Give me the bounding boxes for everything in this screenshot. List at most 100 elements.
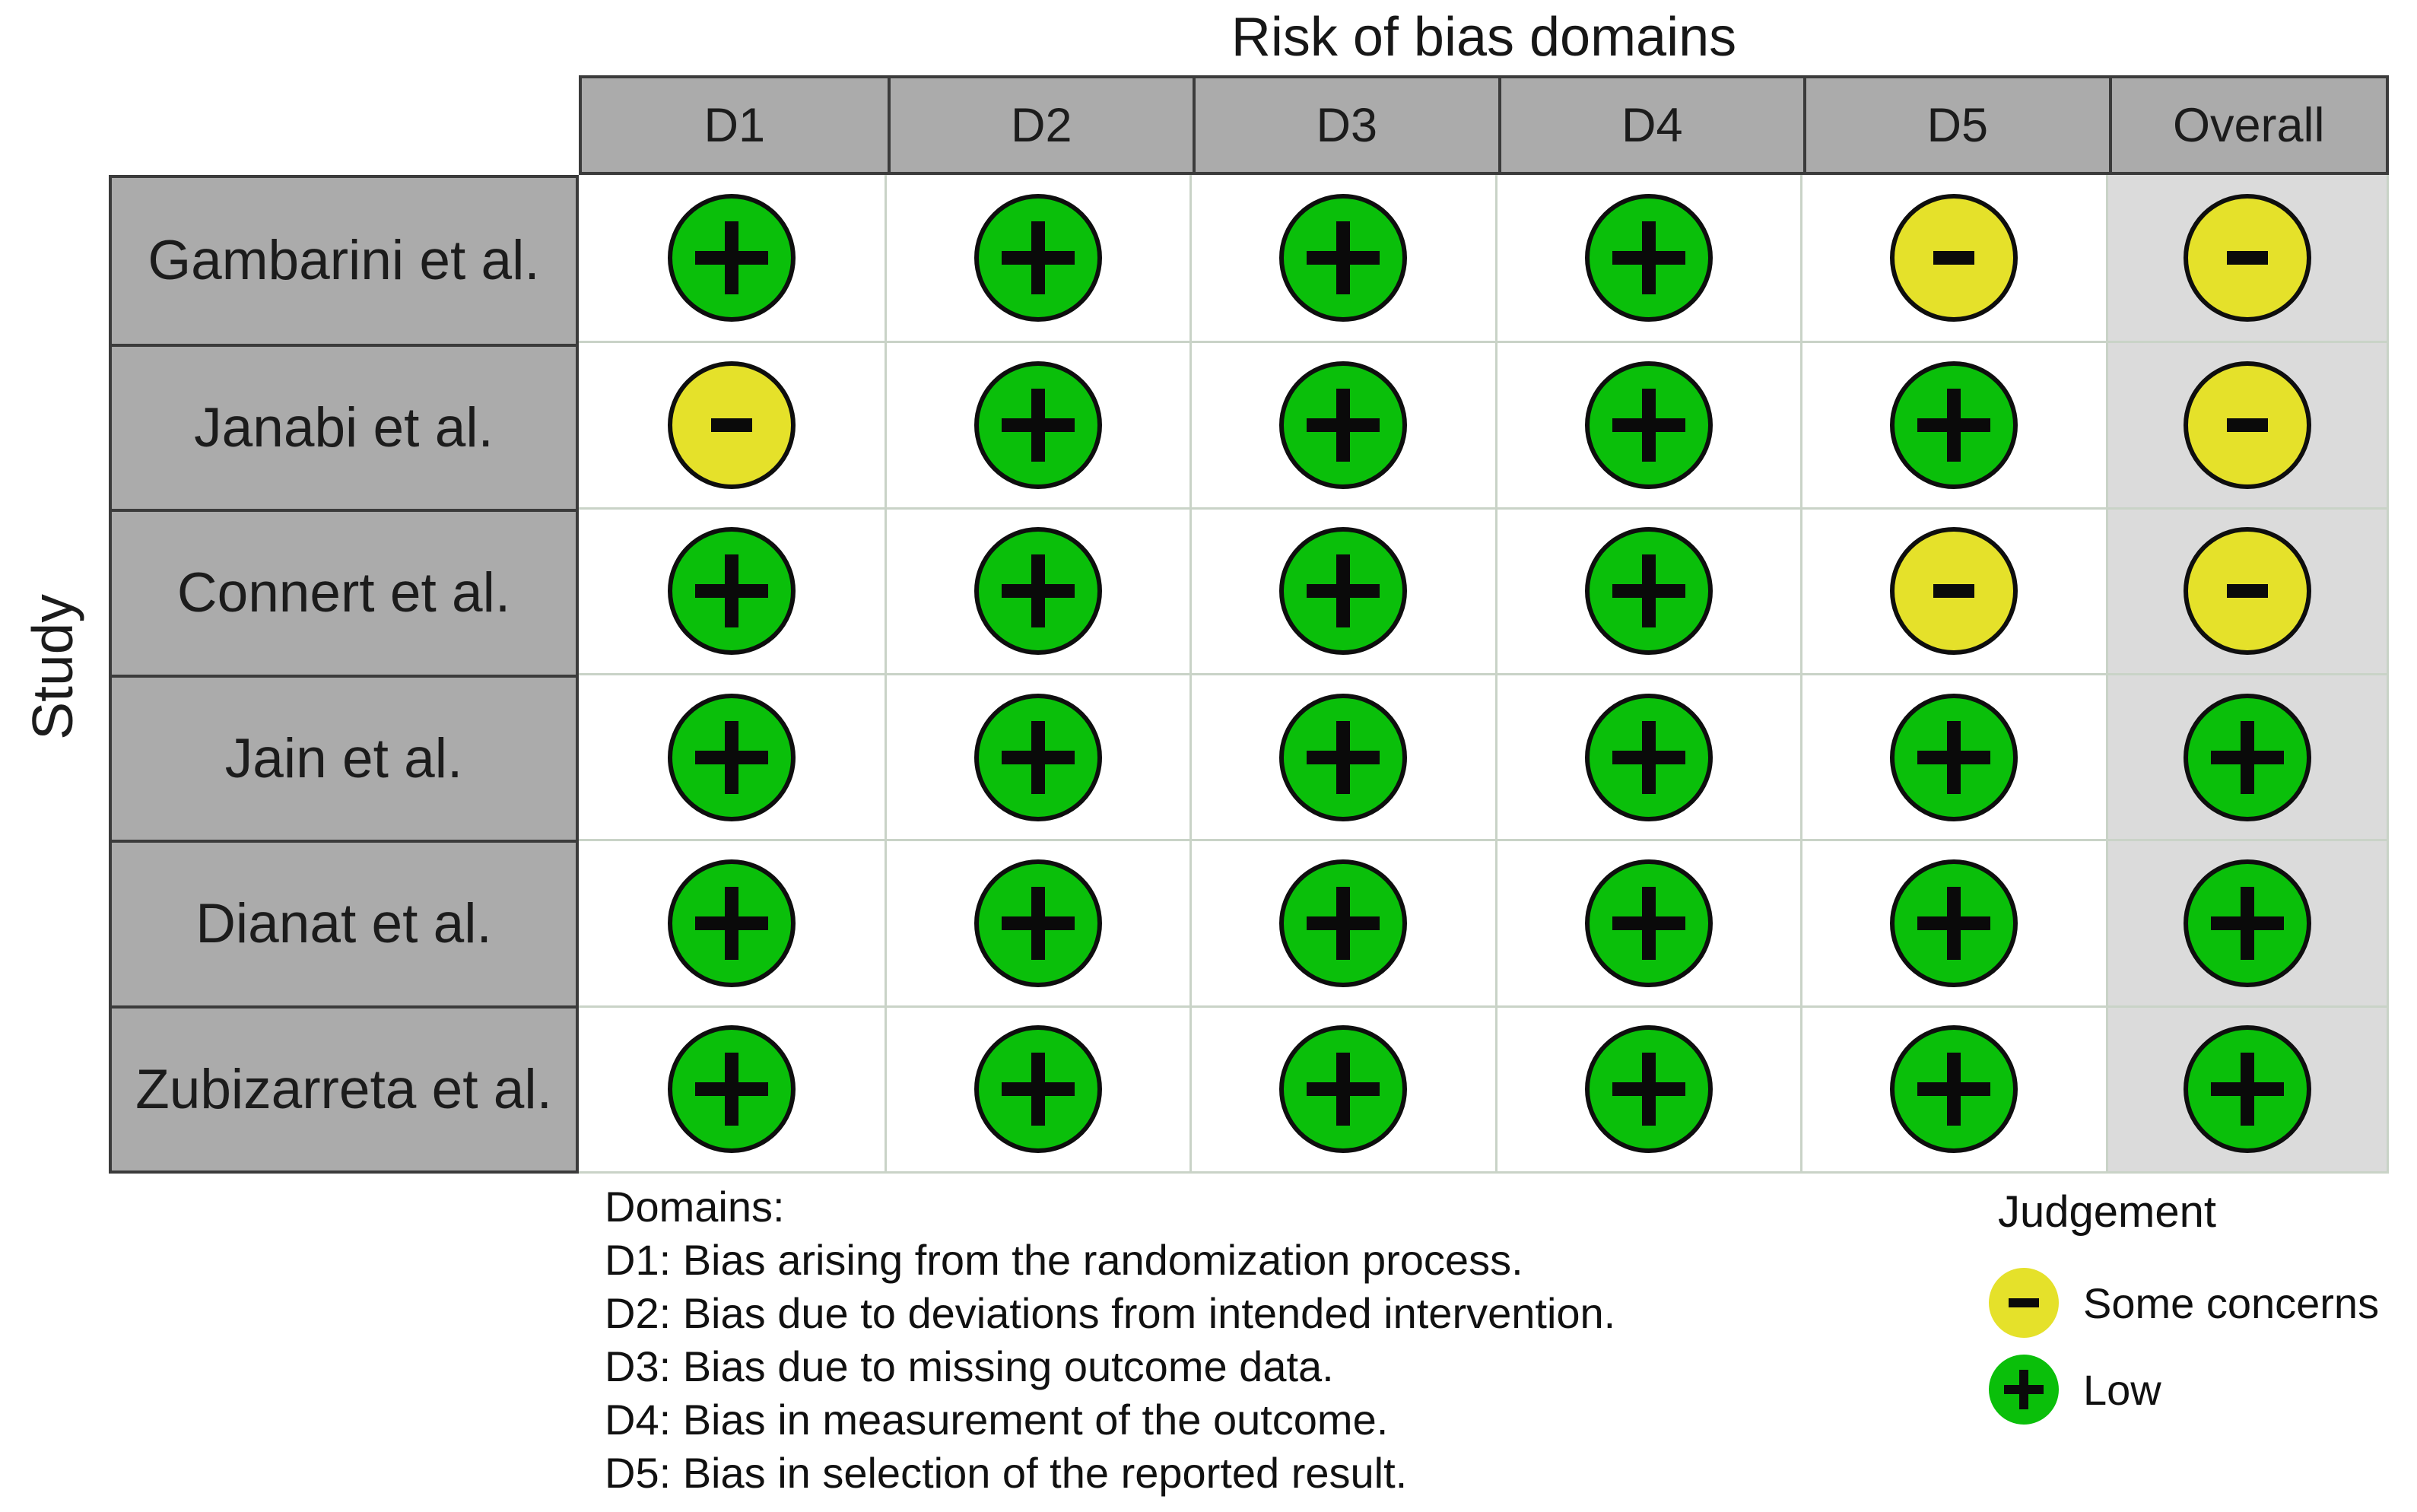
cell-janabi-d3 [1189, 341, 1495, 507]
cell-connert-overall [2105, 507, 2387, 673]
judgement-circle-some [1890, 527, 2018, 656]
domain-definition: D5: Bias in selection of the reported re… [605, 1449, 1408, 1497]
judgement-circle-low [2183, 859, 2311, 987]
domain-definition: D4: Bias in measurement of the outcome. [605, 1396, 1389, 1444]
cell-zubizarreta-overall [2105, 1005, 2387, 1171]
cell-dianat-d3 [1189, 839, 1495, 1005]
judgement-circle-low [973, 527, 1102, 656]
judgement-circle-low [1584, 194, 1713, 322]
domain-definition: D2: Bias due to deviations from intended… [605, 1289, 1616, 1337]
cell-jain-d1 [579, 672, 885, 840]
judgement-circle-low [667, 693, 796, 821]
judgement-legend-heading: Judgement [1998, 1187, 2216, 1237]
cell-gambarini-overall [2105, 175, 2387, 341]
judgement-circle-some [2183, 361, 2311, 489]
judgement-circle-low [1279, 527, 1408, 656]
column-header-d4: D4 [1498, 78, 1804, 172]
judgement-circle-some [1890, 194, 2018, 322]
cell-gambarini-d4 [1494, 175, 1800, 341]
domains-note: Domains: D1: Bias arising from the rando… [605, 1180, 1615, 1500]
judgement-circle-low [1279, 1025, 1408, 1154]
judgement-circle-low [1279, 194, 1408, 322]
cell-zubizarreta-d2 [884, 1005, 1189, 1171]
cell-zubizarreta-d4 [1494, 1005, 1800, 1171]
cell-jain-d3 [1189, 672, 1495, 840]
domains-note-items: D1: Bias arising from the randomization … [605, 1234, 1615, 1500]
cell-dianat-d4 [1494, 839, 1800, 1005]
domains-note-heading: Domains: [605, 1183, 785, 1231]
judgement-circle-low [1584, 693, 1713, 821]
judgement-circle-some [667, 361, 796, 489]
cell-gambarini-d5 [1800, 175, 2106, 341]
cell-janabi-d2 [884, 341, 1189, 507]
cell-gambarini-d2 [884, 175, 1189, 341]
cell-zubizarreta-d1 [579, 1005, 885, 1171]
judgement-items: Some concerns Low [1989, 1268, 2379, 1425]
cell-jain-overall [2105, 672, 2387, 840]
cell-dianat-d5 [1800, 839, 2106, 1005]
judgement-circle-low [1890, 361, 2018, 489]
judgement-circle-low [973, 361, 1102, 489]
cell-dianat-overall [2105, 839, 2387, 1005]
cell-dianat-d1 [579, 839, 885, 1005]
cell-janabi-d1 [579, 341, 885, 507]
judgement-label: Low [2083, 1365, 2161, 1414]
y-axis-label: Study [21, 594, 84, 740]
judgement-legend-item: Some concerns [1989, 1268, 2379, 1338]
cell-connert-d2 [884, 507, 1189, 673]
judgement-circle-low [1584, 859, 1713, 987]
judgement-circle-low [973, 194, 1102, 322]
cell-connert-d4 [1494, 507, 1800, 673]
cell-jain-d5 [1800, 672, 2106, 840]
judgement-dot-some [1989, 1268, 2059, 1338]
study-label: Zubizarreta et al. [112, 1005, 576, 1171]
study-label: Jain et al. [112, 674, 576, 840]
domain-definition: D1: Bias arising from the randomization … [605, 1236, 1523, 1284]
study-label: Connert et al. [112, 509, 576, 675]
column-header-d5: D5 [1803, 78, 2109, 172]
study-column: Gambarini et al. Janabi et al. Connert et … [109, 175, 579, 1174]
judgement-circle-low [973, 859, 1102, 987]
judgement-circle-some [2183, 194, 2311, 322]
column-header-d2: D2 [887, 78, 1193, 172]
cell-jain-d2 [884, 672, 1189, 840]
judgement-circle-low [667, 527, 796, 656]
column-header-d1: D1 [704, 98, 766, 152]
judgement-circle-low [1279, 859, 1408, 987]
column-header-overall: Overall [2108, 78, 2387, 172]
judgement-circle-low [667, 1025, 796, 1154]
domain-definition: D3: Bias due to missing outcome data. [605, 1342, 1334, 1390]
judgement-dot-low [1989, 1355, 2059, 1425]
judgement-circle-low [1584, 361, 1713, 489]
judgement-legend: Judgement Some concerns Low [1989, 1186, 2379, 1425]
judgement-circle-low [667, 194, 796, 322]
cell-gambarini-d1 [579, 175, 885, 341]
cell-jain-d4 [1494, 672, 1800, 840]
study-label: Dianat et al. [112, 840, 576, 1005]
judgement-circle-low [1279, 693, 1408, 821]
judgement-circle-low [2183, 693, 2311, 821]
column-header-d3: D3 [1193, 78, 1498, 172]
judgement-circle-low [1279, 361, 1408, 489]
cell-dianat-d2 [884, 839, 1189, 1005]
cell-connert-d3 [1189, 507, 1495, 673]
study-label: Janabi et al. [112, 343, 576, 510]
judgement-circle-low [973, 1025, 1102, 1154]
cell-zubizarreta-d5 [1800, 1005, 2106, 1171]
study-label: Gambarini et al. [148, 230, 540, 292]
judgement-label: Some concerns [2083, 1279, 2380, 1327]
judgement-circle-low [667, 859, 796, 987]
header-row: D1 D2 D3 D4 D5 Overall [579, 75, 2389, 175]
judgement-circle-low [1890, 1025, 2018, 1154]
cell-gambarini-d3 [1189, 175, 1495, 341]
cell-zubizarreta-d3 [1189, 1005, 1495, 1171]
cell-janabi-overall [2105, 341, 2387, 507]
judgement-legend-item: Low [1989, 1355, 2379, 1425]
cell-janabi-d4 [1494, 341, 1800, 507]
judgement-circle-low [1584, 1025, 1713, 1154]
judgement-circle-low [2183, 1025, 2311, 1154]
judgement-circle-low [1890, 859, 2018, 987]
cell-connert-d1 [579, 507, 885, 673]
body-grid [579, 175, 2389, 1174]
